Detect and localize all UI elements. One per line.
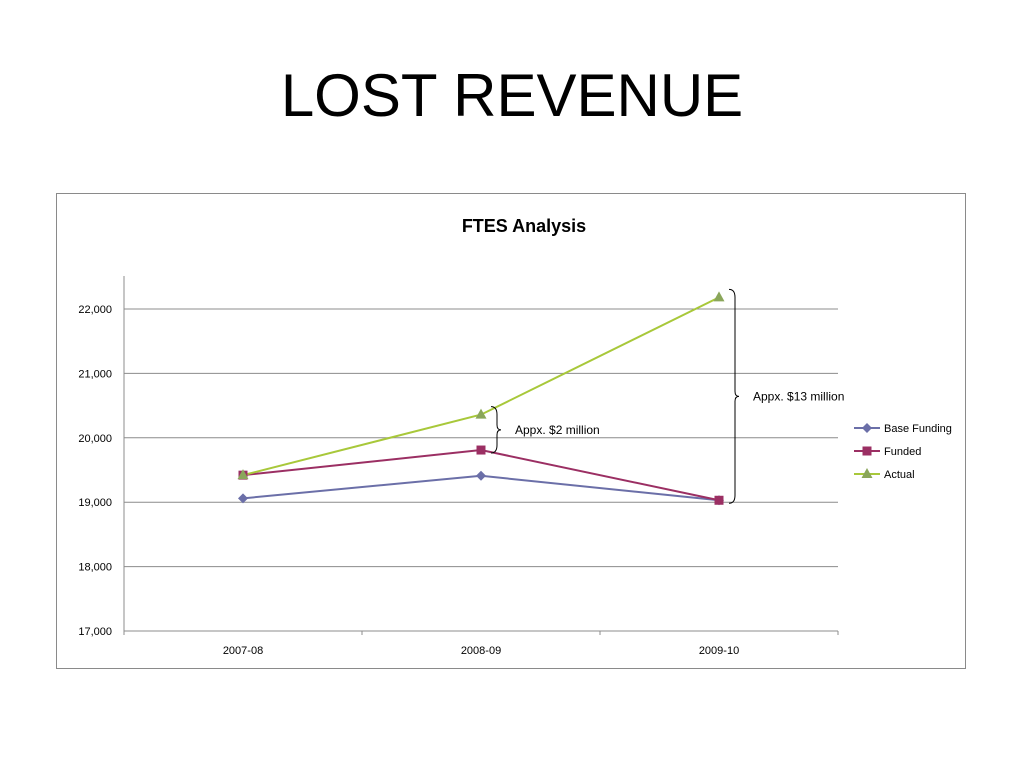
axes: 17,000 18,000 19,000 20,000 21,000 22,000 2007…	[78, 276, 839, 657]
x-tick-label: 2007-08	[223, 645, 263, 657]
y-tick-label: 17,000	[78, 626, 112, 638]
data-point-actual	[237, 469, 249, 480]
data-point-base-funding	[476, 470, 486, 481]
annotation-label: Appx. $13 million	[753, 389, 844, 403]
annotation-label: Appx. $2 million	[515, 423, 600, 437]
data-point-actual	[475, 408, 487, 419]
legend-marker	[862, 446, 872, 456]
legend-marker	[862, 423, 872, 433]
legend: Base Funding Funded Actual	[854, 423, 952, 481]
legend-label: Actual	[884, 469, 915, 481]
data-point-funded	[476, 445, 486, 455]
annotations: Appx. $2 million Appx. $13 million	[490, 288, 844, 504]
slide-title: LOST REVENUE	[280, 62, 744, 129]
y-tick-label: 20,000	[78, 433, 112, 445]
chart-title: FTES Analysis	[462, 216, 586, 236]
x-tick-label: 2009-10	[699, 645, 739, 657]
data-point-funded	[714, 495, 724, 505]
annotation-brace	[728, 288, 740, 504]
y-tick-label: 21,000	[78, 368, 112, 380]
annotation-brace	[490, 406, 502, 454]
x-tick-label: 2008-09	[461, 645, 501, 657]
line-chart: FTES Analysis 17,000 18,000 19,000 20,000 21…	[78, 216, 952, 657]
gridlines	[124, 308, 838, 568]
data-point-actual	[713, 291, 725, 302]
y-tick-label: 22,000	[78, 304, 112, 316]
chart-frame: FTES Analysis 17,000 18,000 19,000 20,000 21…	[56, 193, 966, 669]
series-layer	[237, 291, 725, 506]
legend-label: Funded	[884, 446, 921, 458]
data-point-base-funding	[238, 493, 248, 504]
legend-marker	[861, 468, 873, 478]
legend-label: Base Funding	[884, 423, 952, 435]
y-tick-label: 19,000	[78, 497, 112, 509]
y-tick-label: 18,000	[78, 562, 112, 574]
